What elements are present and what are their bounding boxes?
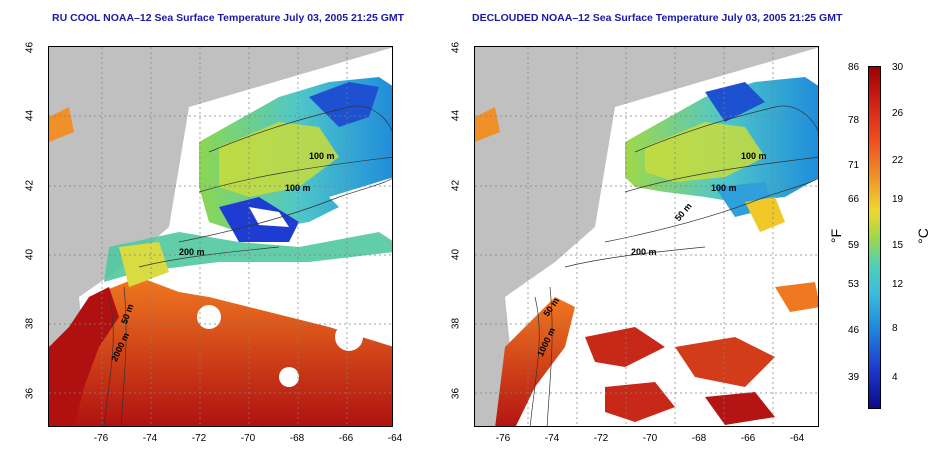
x-tick-left: -64 <box>387 433 403 444</box>
x-tick-left: -66 <box>338 433 354 444</box>
x-tick-right: -74 <box>544 433 560 444</box>
y-tick-right: 38 <box>450 317 462 330</box>
y-tick-right: 46 <box>450 41 462 54</box>
contour-label: 100 m <box>309 151 335 161</box>
y-tick-left: 46 <box>24 41 36 54</box>
x-tick-left: -70 <box>240 433 256 444</box>
contour-label: 100 m <box>285 183 311 193</box>
fahrenheit-tick: 53 <box>848 279 860 290</box>
warm-gulfstream-region <box>495 297 575 426</box>
contour-label: 200 m <box>631 247 657 257</box>
x-tick-left: -76 <box>93 433 109 444</box>
celsius-tick: 19 <box>892 194 904 205</box>
x-tick-right: -76 <box>495 433 511 444</box>
contour-label: 100 m <box>741 151 767 161</box>
contour-label: 100 m <box>711 183 737 193</box>
y-tick-left: 42 <box>24 179 36 192</box>
celsius-tick: 4 <box>892 372 898 383</box>
cold-patch <box>309 82 379 127</box>
celsius-tick: 8 <box>892 323 898 334</box>
right-map-title: DECLOUDED NOAA–12 Sea Surface Temperatur… <box>472 12 843 24</box>
celsius-label: °C <box>914 228 931 244</box>
contour-label: 200 m <box>179 247 205 257</box>
x-tick-left: -68 <box>289 433 305 444</box>
x-tick-left: -74 <box>142 433 158 444</box>
y-tick-right: 42 <box>450 179 462 192</box>
x-tick-right: -64 <box>789 433 805 444</box>
fahrenheit-tick: 71 <box>848 160 860 171</box>
fahrenheit-label: °F <box>828 228 845 244</box>
y-tick-right: 36 <box>450 387 462 400</box>
y-tick-left: 38 <box>24 317 36 330</box>
fahrenheit-tick: 46 <box>848 325 860 336</box>
warm-gulfstream-region <box>69 277 392 426</box>
fahrenheit-tick: 86 <box>848 62 860 73</box>
celsius-tick: 26 <box>892 108 904 119</box>
celsius-tick: 12 <box>892 279 904 290</box>
x-tick-right: -66 <box>740 433 756 444</box>
x-tick-right: -72 <box>593 433 609 444</box>
left-sst-map <box>49 47 392 426</box>
fahrenheit-tick: 59 <box>848 240 860 251</box>
left-map-title: RU COOL NOAA–12 Sea Surface Temperature … <box>52 12 405 24</box>
celsius-tick: 15 <box>892 240 904 251</box>
color-scale-bar <box>868 66 881 409</box>
fahrenheit-tick: 66 <box>848 194 860 205</box>
x-tick-right: -68 <box>691 433 707 444</box>
left-map-panel[interactable]: 100 m 100 m 200 m 50 m 2000 m <box>48 46 393 427</box>
celsius-tick: 30 <box>892 62 904 73</box>
y-tick-left: 40 <box>24 248 36 261</box>
right-map-panel[interactable]: 100 m 100 m 50 m 200 m 50 m 1000 m <box>474 46 819 427</box>
fahrenheit-tick: 39 <box>848 372 860 383</box>
y-tick-right: 40 <box>450 248 462 261</box>
fahrenheit-tick: 78 <box>848 115 860 126</box>
x-tick-right: -70 <box>642 433 658 444</box>
y-tick-left: 44 <box>24 109 36 122</box>
y-tick-right: 44 <box>450 109 462 122</box>
celsius-tick: 22 <box>892 155 904 166</box>
x-tick-left: -72 <box>191 433 207 444</box>
y-tick-left: 36 <box>24 387 36 400</box>
right-sst-map <box>475 47 818 426</box>
